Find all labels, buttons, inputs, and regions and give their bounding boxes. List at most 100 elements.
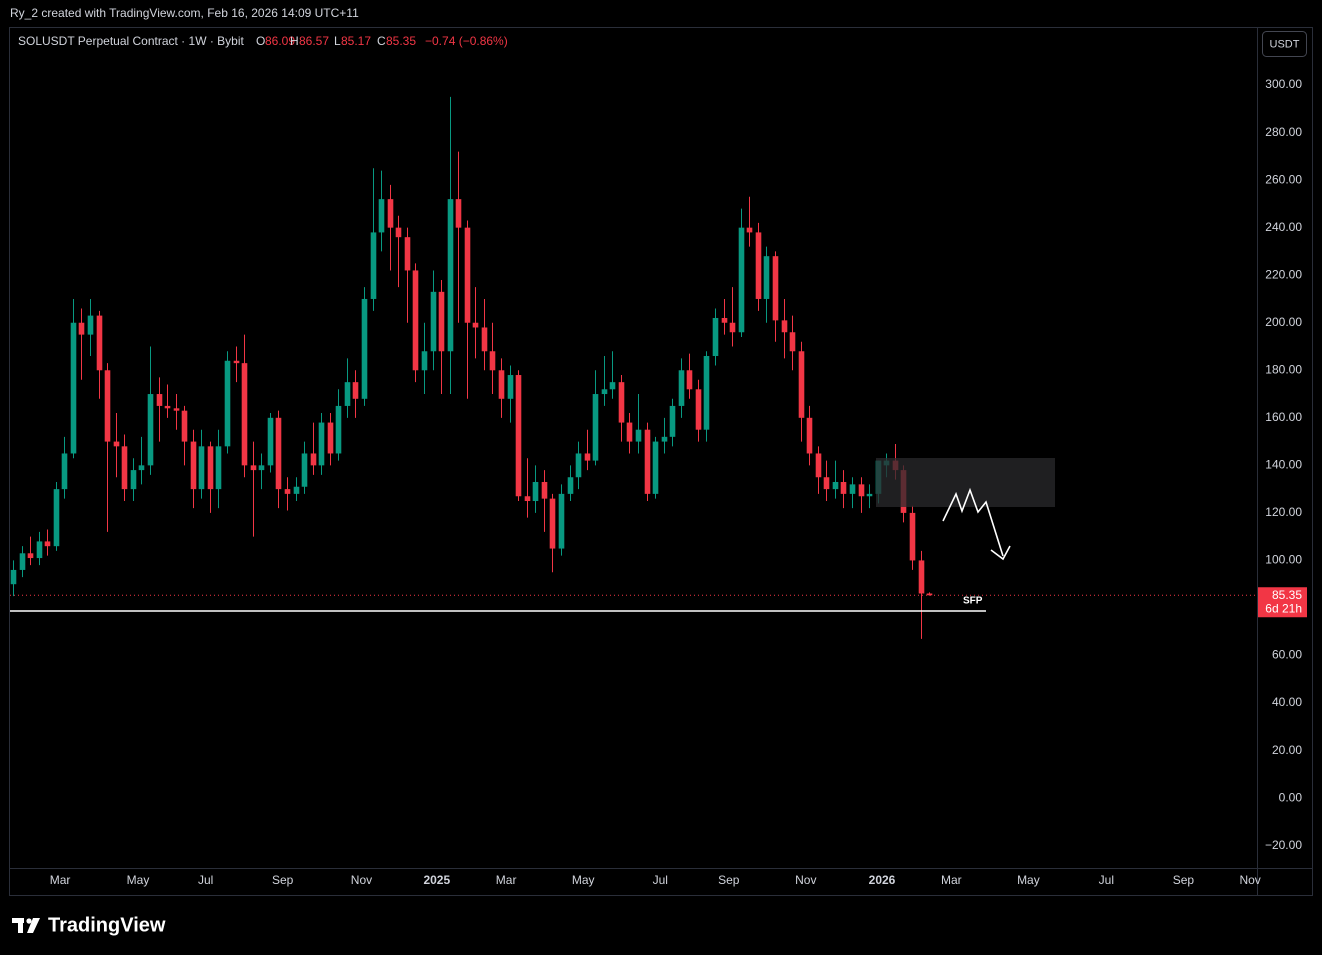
x-tick-label: Sep [1173, 873, 1195, 887]
candle-body [78, 322, 85, 335]
x-tick-label: 2026 [869, 873, 896, 887]
candle-body [173, 408, 180, 411]
candle-body [121, 446, 128, 490]
candle-body [541, 481, 548, 499]
candle-body [412, 270, 419, 371]
candle-body [772, 256, 779, 321]
y-tick-label: 280.00 [1265, 125, 1302, 139]
y-tick-label: 100.00 [1265, 553, 1302, 567]
candle-body [849, 484, 856, 494]
candle-body [721, 317, 728, 323]
annotation: SFP [963, 596, 983, 607]
candle-body [618, 382, 625, 423]
candle-body [840, 481, 847, 494]
x-tick-label: Sep [272, 873, 294, 887]
candle-body [387, 199, 394, 228]
zone-box [876, 458, 1055, 507]
y-tick-label: 220.00 [1265, 267, 1302, 281]
last-price-label: 85.35 [1272, 588, 1302, 602]
candle-body [703, 356, 710, 430]
currency[interactable]: USDT [1270, 38, 1300, 50]
x-tick-label: Mar [50, 873, 71, 887]
y-tick-label: 200.00 [1265, 315, 1302, 329]
candle-body [515, 375, 522, 497]
candle-body [626, 422, 633, 442]
candle-body [738, 227, 745, 333]
candle-body [746, 227, 753, 233]
x-tick-label: May [127, 873, 150, 887]
candle-body [250, 465, 257, 471]
candle-body [233, 360, 240, 364]
candle-body [113, 441, 120, 447]
candle-body [592, 394, 599, 461]
candle-body [815, 453, 822, 478]
candle-body [164, 405, 171, 409]
candle-body [327, 422, 334, 454]
candle-body [661, 436, 668, 442]
x-tick-label: 2025 [423, 873, 450, 887]
candle-body [447, 199, 454, 352]
candle-body [798, 351, 805, 418]
currency-button[interactable] [1262, 31, 1307, 57]
candle-body [806, 417, 813, 454]
candle-body [712, 317, 719, 357]
x-tick-label: Jul [653, 873, 668, 887]
candle-body [858, 484, 865, 497]
candle-body [378, 199, 385, 233]
candle-body [489, 351, 496, 371]
candle-body [301, 453, 308, 487]
candle-body [96, 315, 103, 371]
candle-body [284, 489, 291, 494]
candle-body [70, 322, 77, 454]
arrow-head [990, 545, 1011, 561]
candle-body [909, 512, 916, 561]
candle-body [335, 405, 342, 454]
logo-icon [12, 918, 40, 933]
candle-body [104, 370, 111, 442]
x-tick-label: Sep [718, 873, 740, 887]
projection-arrow [942, 487, 1004, 557]
candle-body [318, 422, 325, 466]
candle-body [258, 465, 265, 471]
candle-body [310, 453, 317, 466]
y-tick-label: 240.00 [1265, 220, 1302, 234]
y-tick-label: 40.00 [1272, 695, 1302, 709]
change: −0.74 (−0.86%) [425, 34, 508, 48]
candle-body [455, 199, 462, 228]
ohlc-value: 86.57 [299, 34, 329, 48]
candle-body [44, 541, 51, 547]
candle-body [19, 553, 26, 570]
candle-body [370, 232, 377, 299]
candle-body [866, 493, 873, 497]
candle-body [781, 320, 788, 333]
candle-body [652, 441, 659, 494]
candle-body [293, 486, 300, 494]
x-tick-label: May [572, 873, 595, 887]
candle-body [61, 453, 68, 490]
candle-body [507, 375, 514, 399]
candle-body [275, 417, 282, 490]
candle-body [926, 593, 933, 596]
candle-body [147, 394, 154, 466]
candle-body [361, 298, 368, 399]
candle-body [601, 389, 608, 395]
x-tick-label: Jul [198, 873, 213, 887]
candle-body [215, 446, 222, 490]
last-price-tag [1258, 587, 1307, 618]
candle-body [395, 227, 402, 238]
countdown: 6d 21h [1265, 601, 1302, 615]
y-tick-label: 160.00 [1265, 410, 1302, 424]
y-tick-label: 260.00 [1265, 172, 1302, 186]
y-tick-label: 300.00 [1265, 77, 1302, 91]
candle-body [421, 351, 428, 371]
candle-body [472, 322, 479, 328]
candle-body [27, 553, 34, 559]
candle-body [644, 429, 651, 494]
candle-body [438, 291, 445, 352]
x-tick-label: Nov [1239, 873, 1260, 887]
candle-body [10, 569, 17, 585]
candle-body [53, 489, 60, 547]
candle-body [156, 394, 163, 406]
